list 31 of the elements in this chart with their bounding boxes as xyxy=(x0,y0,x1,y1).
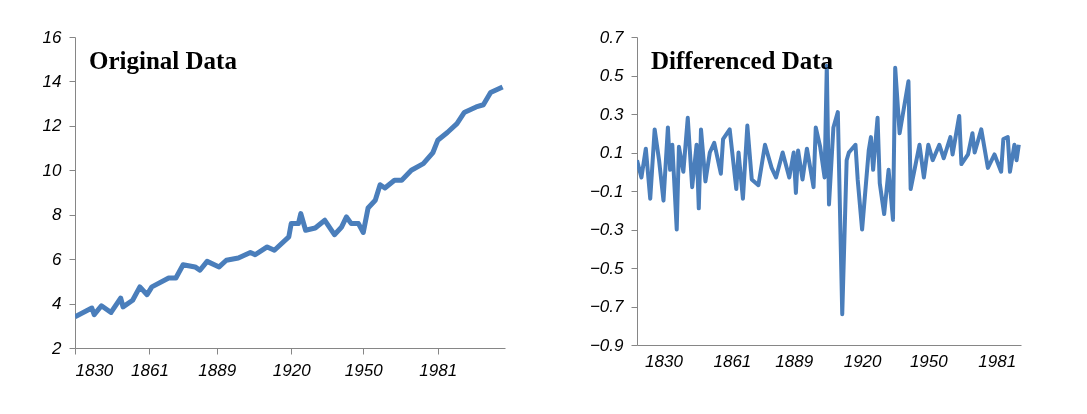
y-tick-label: 0.7 xyxy=(599,27,625,47)
chart-title: Original Data xyxy=(89,47,238,74)
y-tick-label: 0.3 xyxy=(599,104,625,124)
y-tick-label: 16 xyxy=(42,27,63,47)
x-tick-label: 1920 xyxy=(843,351,883,371)
y-tick-label: 0.1 xyxy=(599,143,624,162)
x-tick-label: 1920 xyxy=(272,360,312,380)
x-tick-label: 1889 xyxy=(775,351,814,371)
y-tick-label: 12 xyxy=(42,116,63,136)
x-tick-label: 1830 xyxy=(75,360,114,380)
y-tick-label: −0.7 xyxy=(589,297,625,316)
x-tick-label: 1889 xyxy=(198,360,237,380)
x-tick-label: 1830 xyxy=(645,351,684,371)
chart-title: Differenced Data xyxy=(651,47,834,74)
y-tick-label: −0.3 xyxy=(589,220,625,239)
y-tick-label: −0.5 xyxy=(589,258,625,278)
x-tick-label: 1981 xyxy=(978,351,1017,371)
y-tick-label: 10 xyxy=(42,160,63,180)
y-tick-label: 6 xyxy=(52,249,63,269)
y-tick-label: 8 xyxy=(52,205,63,225)
y-tick-label: −0.1 xyxy=(589,181,624,201)
x-tick-label: 1950 xyxy=(344,360,384,380)
y-tick-label: 0.5 xyxy=(599,66,625,85)
y-tick-label: 14 xyxy=(42,71,62,91)
x-tick-label: 1861 xyxy=(713,351,752,371)
x-tick-label: 1950 xyxy=(909,351,949,371)
y-tick-label: 2 xyxy=(51,338,63,358)
y-tick-label: 4 xyxy=(52,294,62,314)
x-tick-label: 1861 xyxy=(131,360,169,380)
x-tick-label: 1981 xyxy=(419,360,458,380)
y-tick-label: −0.9 xyxy=(589,335,625,355)
